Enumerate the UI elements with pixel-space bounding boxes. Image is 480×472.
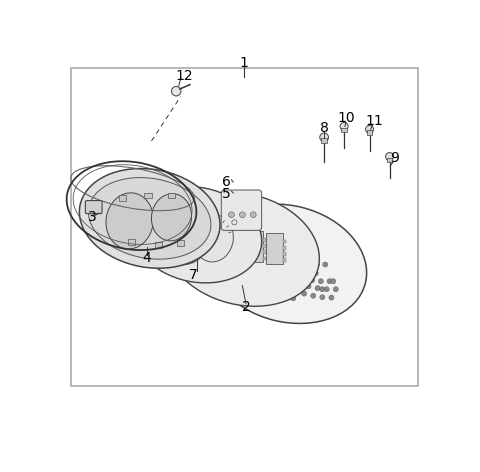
Circle shape [210,234,216,241]
Ellipse shape [209,204,367,323]
Text: 11: 11 [365,114,383,128]
Ellipse shape [320,133,328,142]
Bar [144,193,152,198]
Ellipse shape [166,192,319,306]
Circle shape [327,278,332,284]
Bar [224,233,227,236]
Bar [264,238,266,242]
Circle shape [306,261,311,266]
Circle shape [297,260,302,265]
Circle shape [304,270,310,275]
Text: 10: 10 [337,111,355,126]
Circle shape [289,258,294,263]
Circle shape [288,266,293,271]
Text: 7: 7 [189,268,198,282]
Bar [224,249,227,253]
Bar [224,238,227,242]
Bar [266,233,283,264]
Circle shape [304,253,309,258]
Circle shape [318,278,324,284]
Circle shape [333,287,338,292]
Circle shape [315,286,320,291]
Text: 5: 5 [222,187,231,201]
Ellipse shape [366,126,373,133]
Circle shape [306,284,311,289]
Circle shape [320,295,325,300]
Ellipse shape [79,169,220,268]
Bar [243,236,246,239]
Bar [224,244,227,247]
Bar [226,229,243,258]
Bar [206,228,224,255]
FancyBboxPatch shape [85,201,102,214]
Text: 1: 1 [240,56,249,70]
Bar [71,67,418,386]
Circle shape [251,212,256,218]
Bar [283,240,287,244]
Circle shape [292,273,298,278]
Ellipse shape [88,177,211,259]
FancyBboxPatch shape [221,190,262,230]
Text: 3: 3 [88,211,97,224]
Circle shape [291,296,296,301]
Ellipse shape [340,122,348,130]
Text: 8: 8 [320,120,329,135]
Bar [155,242,162,248]
Ellipse shape [151,194,192,241]
Bar [264,250,266,254]
Circle shape [324,287,329,292]
Circle shape [180,230,188,237]
Circle shape [314,262,319,267]
Bar [243,241,246,245]
Bar [128,239,135,245]
Circle shape [320,287,325,292]
Bar [264,257,266,260]
Circle shape [287,250,292,255]
Bar [243,253,246,257]
Circle shape [296,268,301,273]
Text: 4: 4 [143,252,152,265]
Circle shape [323,262,328,267]
Circle shape [301,291,307,296]
Text: 6: 6 [222,175,231,189]
Ellipse shape [158,205,211,265]
Bar [367,130,372,135]
Bar [321,138,327,143]
Ellipse shape [132,186,262,283]
Bar [387,158,393,162]
Circle shape [295,252,300,257]
Bar [264,244,266,248]
Bar [168,193,175,198]
Circle shape [288,260,304,276]
Bar [283,252,287,256]
Text: 2: 2 [241,300,251,314]
Bar [119,195,126,201]
Circle shape [329,295,334,300]
Circle shape [240,212,245,218]
Bar [341,127,347,132]
Circle shape [310,278,315,283]
Bar [283,246,287,250]
Circle shape [171,86,181,96]
Bar [246,231,264,262]
Circle shape [312,253,317,258]
Bar [177,240,184,245]
Text: 12: 12 [175,68,193,83]
Circle shape [297,281,302,287]
Text: 9: 9 [391,152,399,165]
Ellipse shape [193,215,233,262]
Circle shape [311,293,316,298]
Circle shape [228,212,234,218]
Ellipse shape [106,193,154,249]
Circle shape [292,288,298,294]
Bar [243,247,246,251]
Circle shape [331,278,336,284]
Circle shape [301,276,306,281]
Ellipse shape [385,152,394,160]
Circle shape [313,271,318,276]
Bar [283,258,287,262]
